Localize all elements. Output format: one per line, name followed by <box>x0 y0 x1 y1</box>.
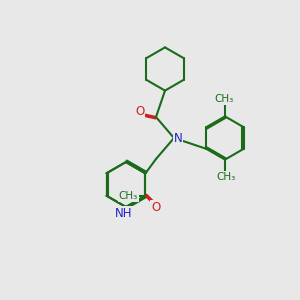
Text: CH₃: CH₃ <box>215 94 234 104</box>
Text: N: N <box>173 131 182 145</box>
Text: O: O <box>152 201 160 214</box>
Text: O: O <box>135 104 144 118</box>
Text: CH₃: CH₃ <box>119 191 138 201</box>
Text: NH: NH <box>115 207 132 220</box>
Text: CH₃: CH₃ <box>216 172 235 182</box>
